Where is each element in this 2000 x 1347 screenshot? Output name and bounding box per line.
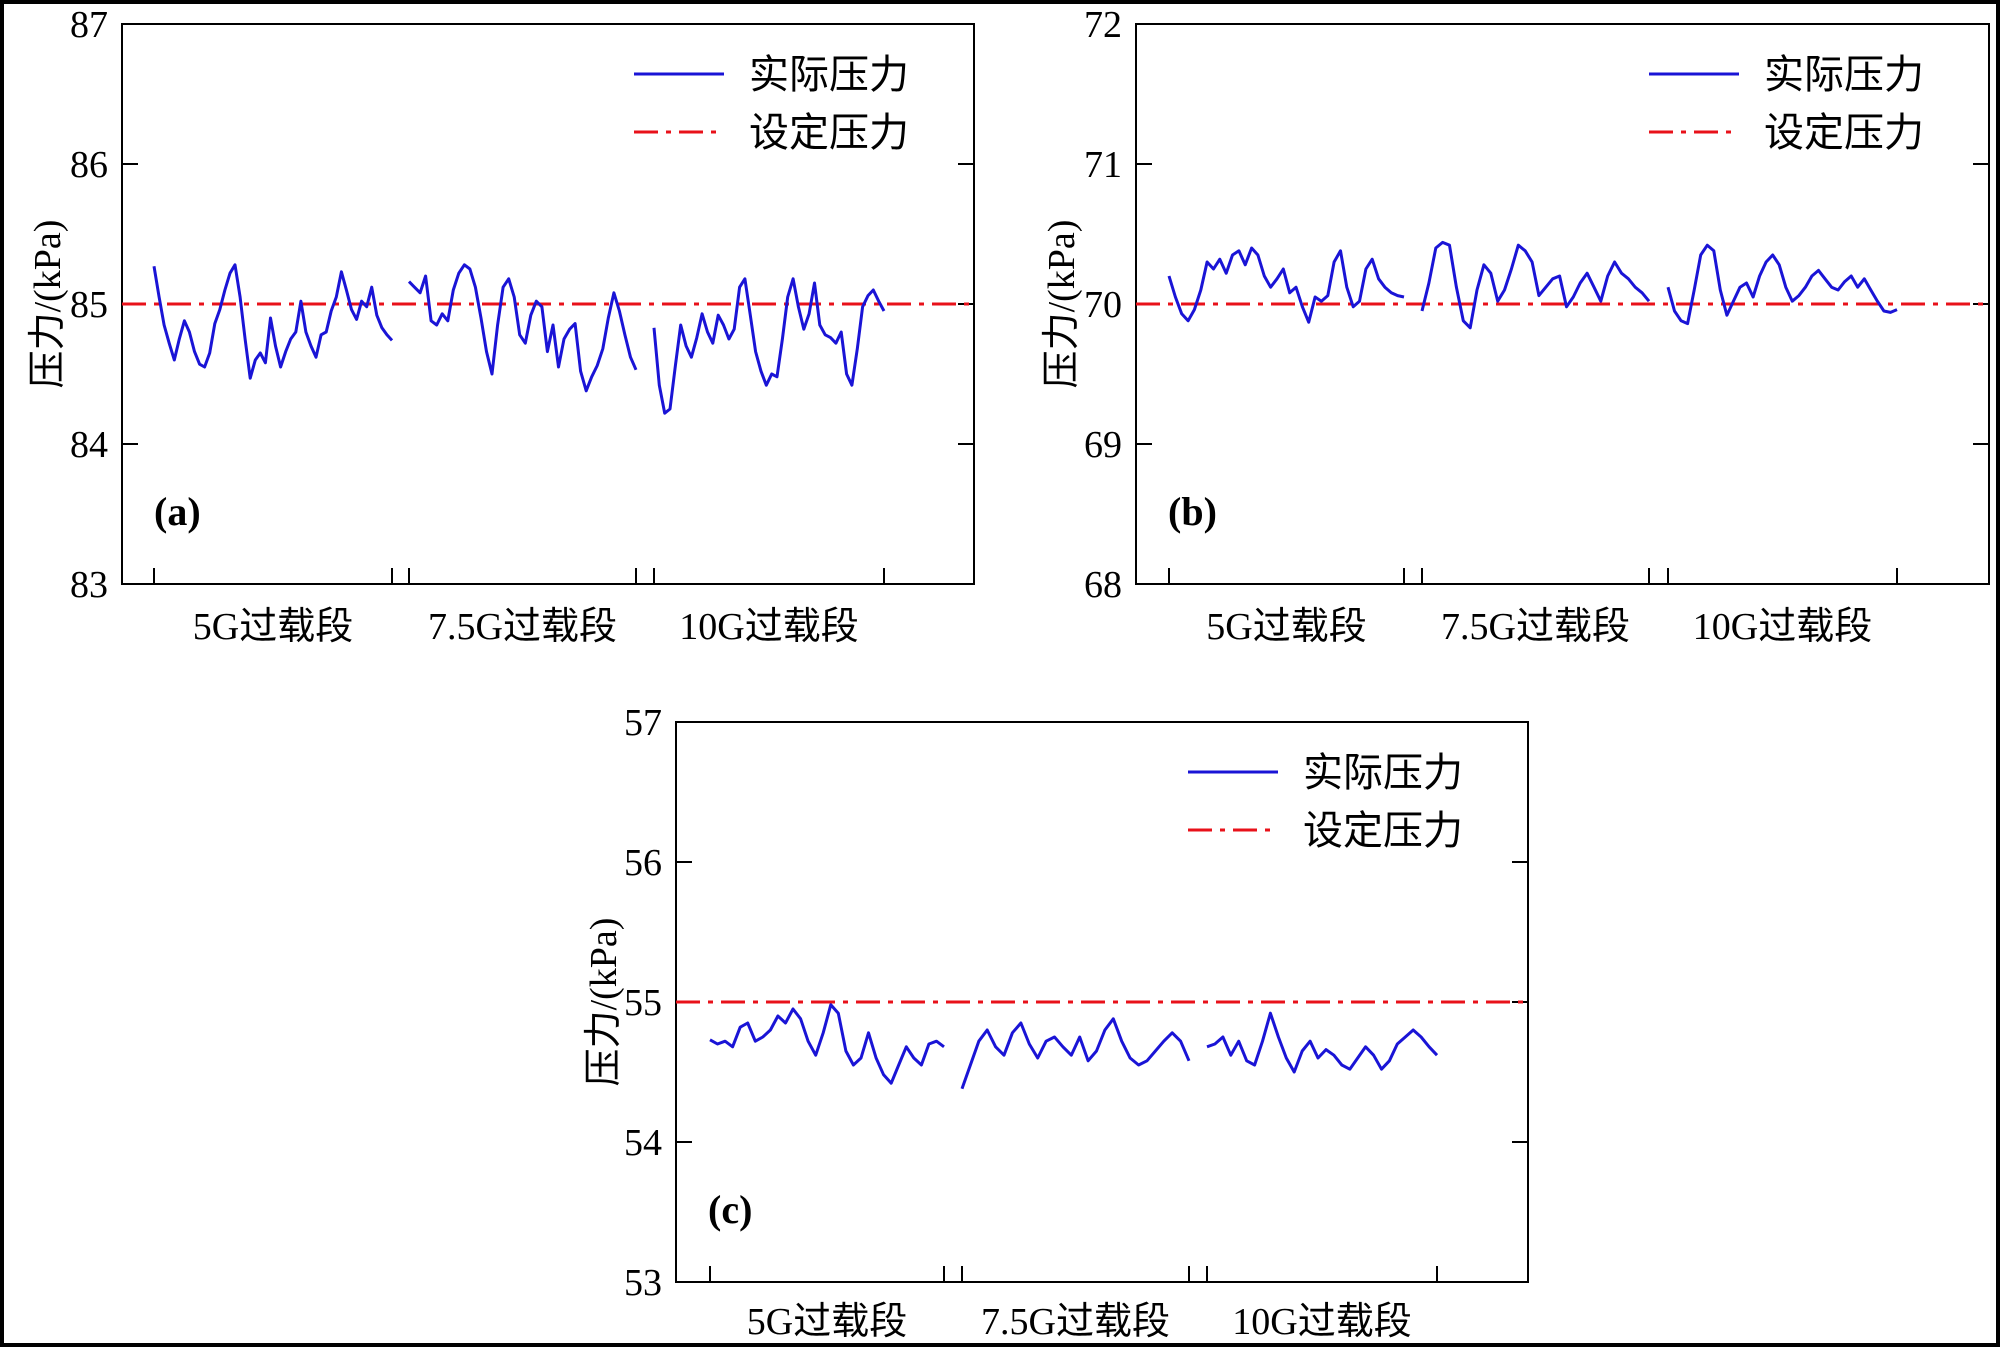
chart-panel-2: 68 69 70 71 72 5G过载段 7.5G过载段 10G过载段 压力/(kPa) 实际压力… — [1041, 4, 1990, 648]
actual-pressure-line-seg-3 — [652, 277, 886, 415]
actual-pressure-line-seg-2 — [407, 263, 638, 393]
y-tick-label: 83 — [70, 564, 108, 606]
actual-pressure-line-seg-1 — [152, 263, 394, 380]
segment-label: 5G过载段 — [747, 1301, 907, 1343]
y-tick-label: 70 — [1084, 284, 1122, 326]
chart-panel-3: 53 54 55 56 57 5G过载段 7.5G过载段 10G过载段 压力/(kPa) 实际压力… — [583, 702, 1529, 1343]
y-tick-label: 55 — [624, 982, 662, 1024]
y-tick-label: 54 — [624, 1122, 662, 1164]
panel-label: (a) — [154, 489, 201, 534]
y-tick-label: 84 — [70, 424, 108, 466]
y-tick-label: 57 — [624, 702, 662, 744]
chart-panel-1: 83 84 85 86 87 5G过载段 7.5G过载段 10G过载段 压力/(kPa) 实际压力… — [27, 4, 975, 648]
y-tick-label: 85 — [70, 284, 108, 326]
actual-pressure-line-seg-2 — [960, 1017, 1191, 1090]
y-axis-label: 压力/(kPa) — [1041, 220, 1083, 389]
legend-setpoint-label: 设定压力 — [1764, 110, 1924, 155]
segment-label: 10G过载段 — [1232, 1301, 1411, 1343]
y-axis-label: 压力/(kPa) — [583, 918, 625, 1087]
y-tick-label: 72 — [1084, 4, 1122, 46]
actual-pressure-line-seg-3 — [1666, 243, 1898, 326]
segment-label: 10G过载段 — [1693, 606, 1872, 648]
segment-label: 5G过载段 — [193, 606, 353, 648]
y-axis-label: 压力/(kPa) — [27, 220, 69, 389]
y-tick-label: 69 — [1084, 424, 1122, 466]
legend-actual-label: 实际压力 — [1764, 52, 1924, 97]
y-tick-label: 87 — [70, 4, 108, 46]
actual-pressure-line-seg-1 — [1167, 246, 1405, 324]
y-tick-label: 68 — [1084, 564, 1122, 606]
panel-label: (b) — [1168, 489, 1217, 534]
legend-actual-label: 实际压力 — [749, 52, 909, 97]
y-tick-label: 56 — [624, 842, 662, 884]
legend-actual-label: 实际压力 — [1303, 750, 1463, 795]
y-tick-label: 71 — [1084, 144, 1122, 186]
legend-setpoint-label: 设定压力 — [749, 110, 909, 155]
y-tick-label: 53 — [624, 1262, 662, 1304]
actual-pressure-line-seg-1 — [709, 1003, 945, 1085]
segment-label: 7.5G过载段 — [428, 606, 617, 648]
y-tick-label: 86 — [70, 144, 108, 186]
segment-label: 7.5G过载段 — [1441, 606, 1630, 648]
segment-label: 7.5G过载段 — [981, 1301, 1170, 1343]
legend-setpoint-label: 设定压力 — [1303, 808, 1463, 853]
segment-label: 5G过载段 — [1206, 606, 1366, 648]
actual-pressure-line-seg-3 — [1206, 1011, 1439, 1074]
panel-label: (c) — [708, 1187, 752, 1232]
segment-label: 10G过载段 — [679, 606, 858, 648]
actual-pressure-line-seg-2 — [1420, 240, 1651, 330]
